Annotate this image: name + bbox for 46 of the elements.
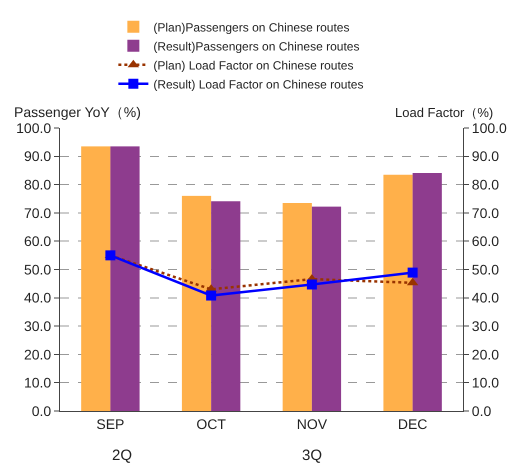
- bar: [383, 174, 413, 411]
- y2-tick-label: 40.0: [472, 290, 500, 306]
- bar: [211, 201, 240, 411]
- y2-tick-label: 10.0: [472, 374, 500, 391]
- point: [105, 250, 116, 260]
- y-tick-label: 70.0: [24, 204, 52, 221]
- legend-label: (Plan) Load Factor on Chinese routes: [153, 58, 354, 72]
- y2-tick-label: 60.0: [472, 233, 500, 250]
- y2-tick-label: 50.0: [472, 261, 500, 278]
- y-tick-label: 30.0: [24, 318, 52, 334]
- x-tick-label: SEP: [96, 416, 124, 432]
- bar: [282, 203, 312, 411]
- y-tick-label: 50.0: [24, 261, 52, 278]
- y2-tick-label: 70.0: [472, 204, 500, 221]
- x-tick-label: OCT: [196, 416, 226, 432]
- y2-tick-label: 0.0: [472, 402, 492, 419]
- point: [408, 268, 418, 278]
- y-tick-label: 80.0: [24, 176, 52, 192]
- y-axis-title: Passenger YoY（%): [14, 104, 141, 120]
- y2-tick-label: 80.0: [472, 176, 500, 192]
- legend-label: (Result)Passengers on Chinese routes: [153, 39, 360, 54]
- point: [306, 280, 317, 290]
- y2-tick-label: 20.0: [472, 346, 500, 362]
- bar: [312, 206, 342, 411]
- y2-tick-label: 100.0: [472, 120, 508, 136]
- text: 3Q: [302, 447, 322, 464]
- text: 2Q: [112, 447, 132, 464]
- y-tick-label: 40.0: [24, 290, 52, 306]
- legend-label: (Plan)Passengers on Chinese routes: [153, 20, 350, 34]
- bar: [412, 173, 442, 411]
- y-tick-label: 20.0: [24, 346, 52, 362]
- y2-axis-title: Load Factor（%): [395, 105, 494, 120]
- x-tick-label: NOV: [296, 416, 328, 432]
- y-tick-label: 100.0: [16, 120, 52, 136]
- y-tick-label: 0.0: [32, 402, 52, 419]
- bar: [110, 146, 140, 411]
- y-tick-label: 90.0: [24, 148, 52, 164]
- point: [206, 290, 216, 301]
- y-tick-label: 60.0: [24, 233, 52, 250]
- bar: [81, 146, 110, 411]
- y2-tick-label: 30.0: [472, 318, 500, 334]
- y2-tick-label: 90.0: [472, 148, 500, 164]
- legend-label: (Result) Load Factor on Chinese routes: [153, 77, 364, 92]
- x-tick-label: DEC: [398, 416, 428, 432]
- bar: [182, 196, 212, 411]
- y-tick-label: 10.0: [24, 374, 52, 391]
